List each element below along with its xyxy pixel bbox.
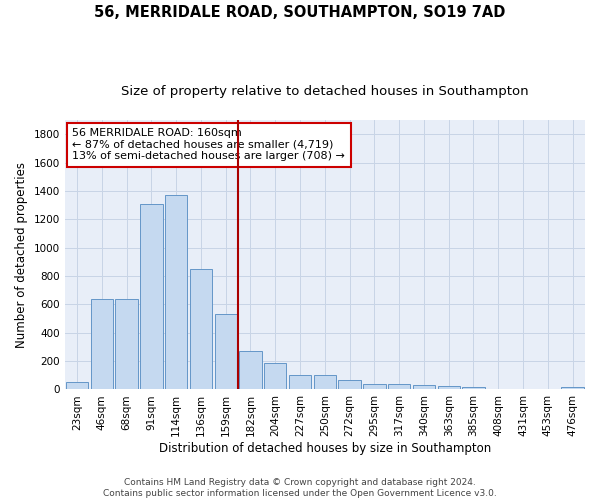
Bar [190,269,212,390]
Bar [140,204,163,390]
Text: Contains HM Land Registry data © Crown copyright and database right 2024.
Contai: Contains HM Land Registry data © Crown c… [103,478,497,498]
Bar [239,351,262,390]
Bar [562,388,584,390]
Bar [512,388,534,390]
X-axis label: Distribution of detached houses by size in Southampton: Distribution of detached houses by size … [159,442,491,455]
Bar [363,384,386,390]
Bar [314,374,336,390]
Title: Size of property relative to detached houses in Southampton: Size of property relative to detached ho… [121,85,529,98]
Bar [289,374,311,390]
Bar [338,380,361,390]
Bar [413,385,435,390]
Text: 56 MERRIDALE ROAD: 160sqm
← 87% of detached houses are smaller (4,719)
13% of se: 56 MERRIDALE ROAD: 160sqm ← 87% of detac… [73,128,346,162]
Y-axis label: Number of detached properties: Number of detached properties [15,162,28,348]
Bar [437,386,460,390]
Bar [165,195,187,390]
Bar [115,298,138,390]
Bar [487,388,509,390]
Bar [264,363,286,390]
Text: 56, MERRIDALE ROAD, SOUTHAMPTON, SO19 7AD: 56, MERRIDALE ROAD, SOUTHAMPTON, SO19 7A… [94,5,506,20]
Bar [388,384,410,390]
Bar [463,388,485,390]
Bar [536,388,559,390]
Bar [66,382,88,390]
Bar [91,298,113,390]
Bar [215,314,237,390]
